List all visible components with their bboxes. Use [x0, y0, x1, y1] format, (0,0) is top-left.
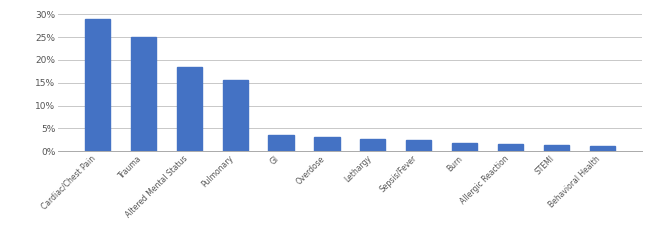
Bar: [314, 137, 340, 151]
Bar: [131, 37, 156, 151]
Bar: [406, 140, 432, 151]
Bar: [452, 143, 478, 151]
Bar: [222, 81, 248, 151]
Bar: [268, 135, 294, 151]
Bar: [590, 146, 615, 151]
Bar: [85, 19, 110, 151]
Bar: [544, 145, 569, 151]
Bar: [360, 139, 386, 151]
Bar: [177, 67, 202, 151]
Bar: [498, 144, 523, 151]
